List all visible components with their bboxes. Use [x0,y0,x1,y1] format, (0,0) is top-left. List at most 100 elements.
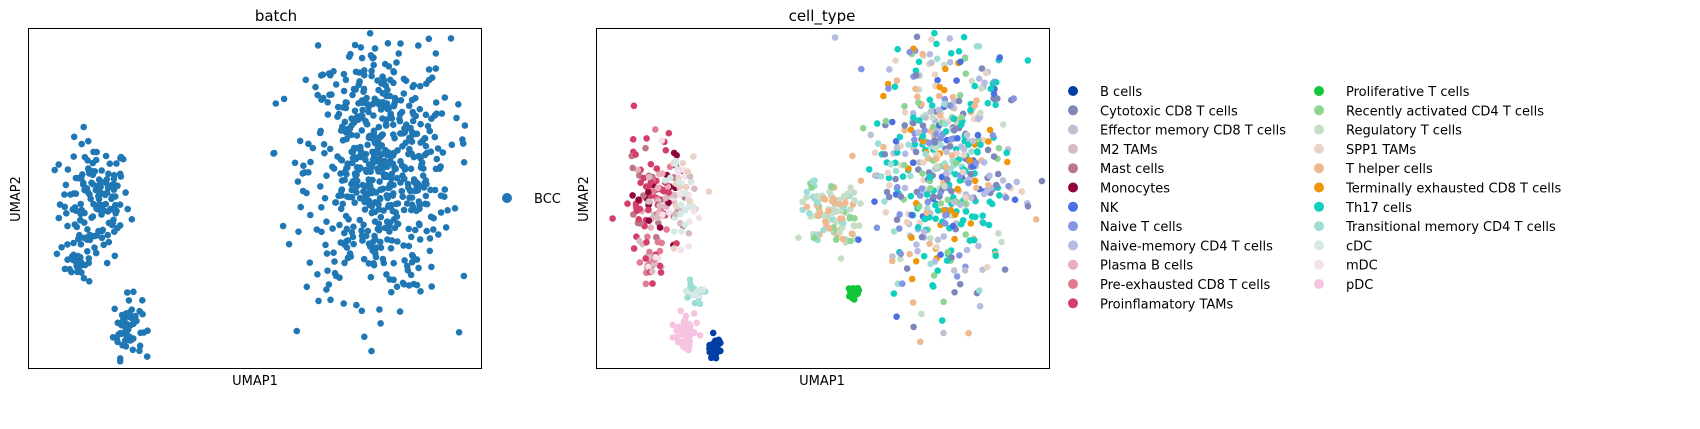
celltype-point [1024,57,1032,64]
batch-point [384,105,391,113]
batch-point [345,216,352,223]
batch-point [405,184,412,191]
celltype-legend-label: Proinflamatory TAMs [1100,297,1234,312]
celltype-point [855,236,862,243]
celltype-point [880,143,887,151]
batch-point [400,281,408,288]
celltype-point [693,319,700,327]
celltype-point [959,168,967,176]
batch-point [334,113,341,120]
batch-point [318,204,325,211]
batch-point [111,252,119,260]
celltype-point [982,69,990,77]
celltype-point [916,192,924,199]
celltype-point [645,198,653,205]
celltype-point [649,280,656,287]
batch-point [325,281,333,288]
batch-point [353,301,360,309]
batch-point [349,233,357,241]
celltype-point [967,194,975,202]
celltype-point [919,122,927,129]
celltype-point [978,85,985,92]
celltype-point [962,194,969,201]
batch-point [356,69,363,76]
batch-point [80,181,87,188]
celltype-legend-marker [1068,221,1078,232]
batch-point [400,206,408,214]
celltype-point [909,159,917,167]
batch-point [434,145,442,152]
celltype-point [828,197,836,205]
celltype-point [917,338,924,346]
batch-point [100,241,107,249]
batch-point [444,207,451,214]
celltype-point [951,211,959,218]
celltype-point [965,329,972,337]
celltype-point [883,188,891,196]
celltype-point [995,230,1002,237]
celltype-point [935,92,943,100]
celltype-point [928,36,935,43]
batch-point [314,91,322,99]
celltype-point [984,187,991,194]
celltype-point [941,100,948,108]
batch-point [116,201,124,208]
celltype-point [656,202,663,209]
batch-point [77,200,84,208]
celltype-point [663,226,670,233]
batch-point [321,194,329,202]
celltype-legend-marker [1314,240,1324,251]
batch-point [75,254,83,262]
batch-point [381,224,389,232]
batch-point [55,161,62,168]
celltype-point [877,173,885,180]
batch-point [369,100,377,108]
celltype-point [948,152,956,159]
batch-point [137,329,144,337]
celltype-point [954,185,961,193]
batch-legend-label: BCC [534,192,561,207]
batch-point [358,307,366,315]
batch-point [117,154,125,161]
batch-point [441,186,449,193]
batch-point [410,178,418,186]
batch-point [405,242,413,250]
celltype-point [914,247,921,255]
celltype-legend-label: M2 TAMs [1100,143,1158,158]
celltype-point [934,207,942,214]
batch-point [387,245,395,252]
celltype-point [926,174,934,181]
batch-point [109,334,117,341]
batch-point [84,248,91,255]
celltype-point [673,240,680,247]
celltype-legend: B cells Cytotoxic CD8 T cells Effector mem… [1068,85,1561,312]
batch-point [417,288,424,295]
celltype-point [1013,178,1020,186]
batch-point [453,114,460,122]
celltype-point [984,99,992,107]
batch-point [421,151,429,159]
batch-point [422,142,430,150]
celltype-point [912,85,919,93]
celltype-point [889,257,896,265]
batch-point [379,255,387,263]
batch-point [345,129,353,137]
batch-point [400,242,407,249]
celltype-point [669,321,676,329]
batch-point [365,108,372,116]
celltype-point [680,318,688,326]
batch-point [332,81,340,88]
batch-point [437,163,444,170]
batch-point [351,199,359,206]
celltype-point [905,141,912,148]
celltype-point [996,54,1004,61]
celltype-point [918,233,926,241]
celltype-point [652,126,659,133]
celltype-point [695,214,703,222]
celltype-point [921,215,929,223]
batch-point [130,288,137,296]
batch-point [323,218,330,225]
batch-point [415,220,423,227]
celltype-point [960,151,968,159]
batch-point [422,111,430,119]
